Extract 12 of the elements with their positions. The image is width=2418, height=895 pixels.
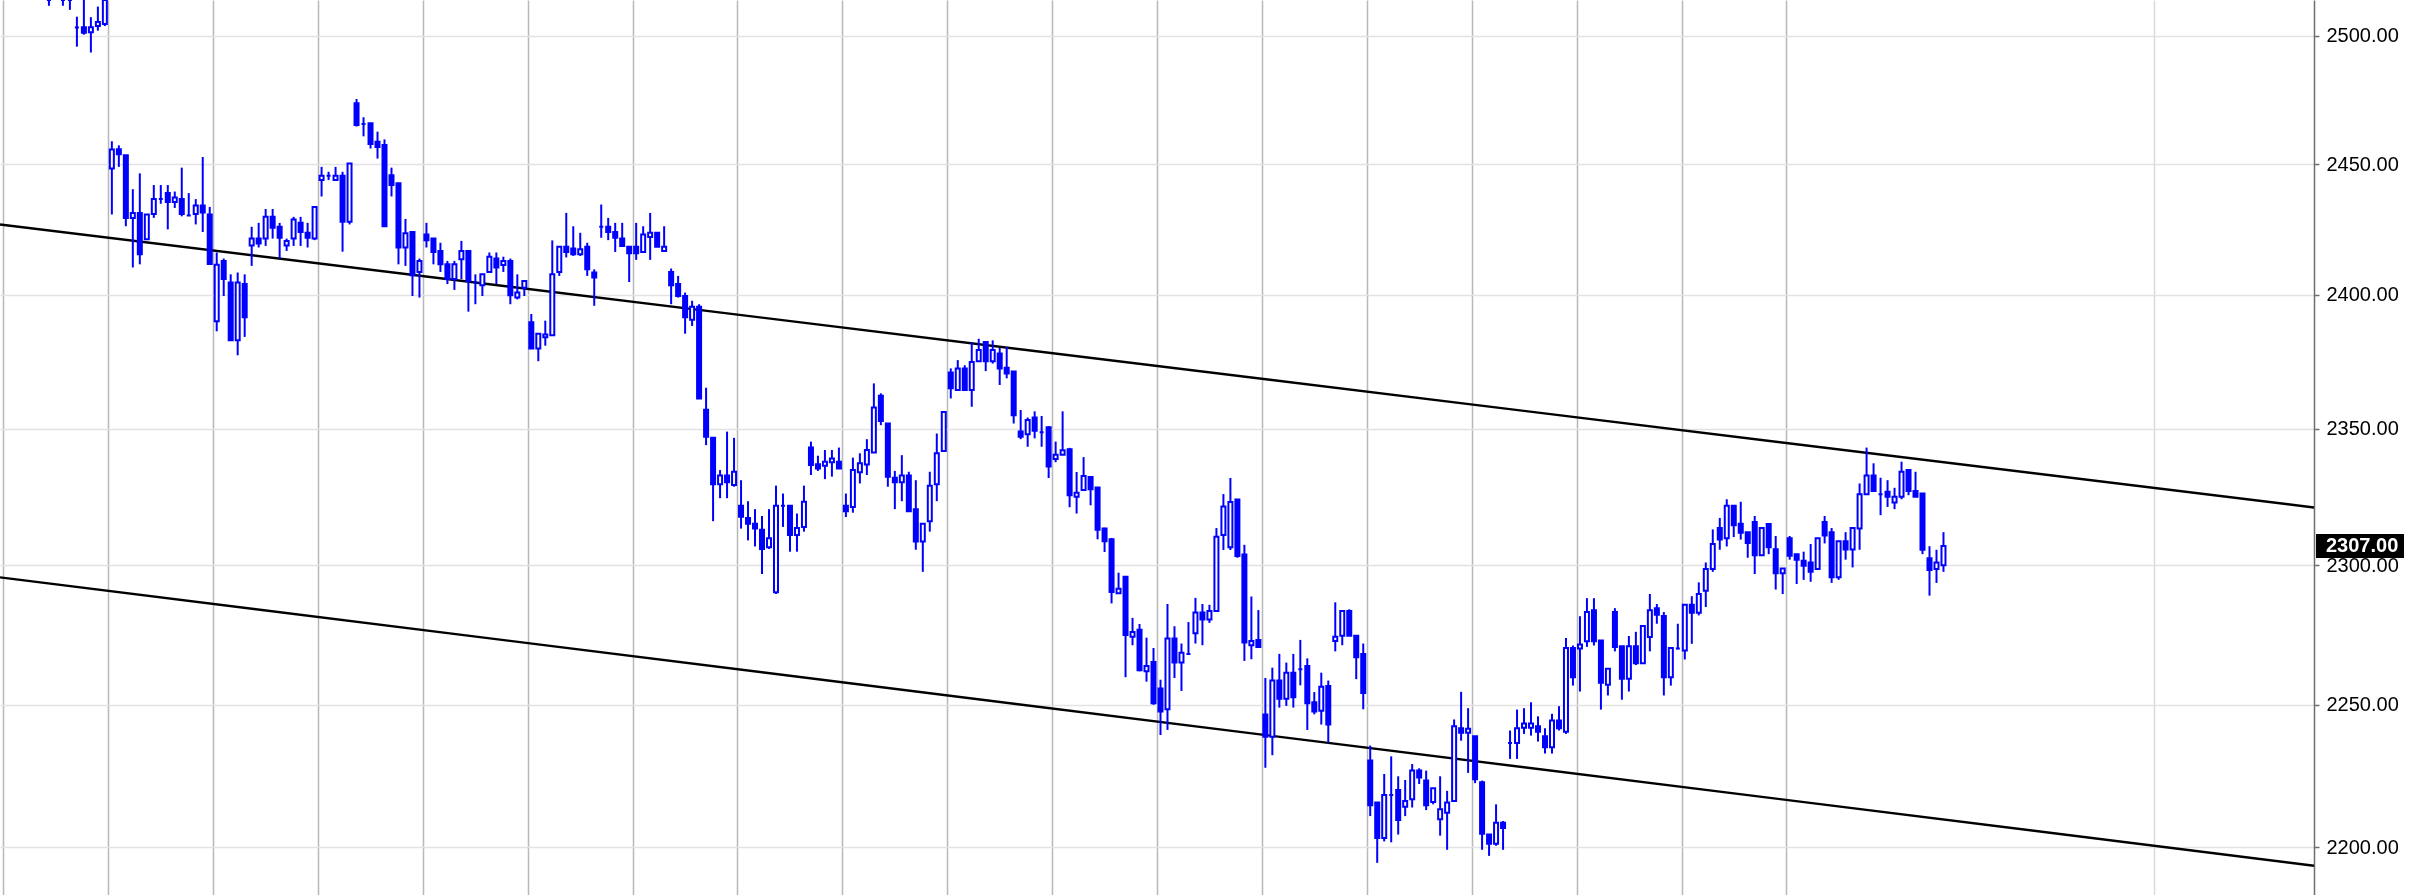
- candlestick: [353, 98, 360, 128]
- y-tick-label: 2400.00: [2326, 283, 2399, 306]
- candlestick: [318, 165, 325, 198]
- y-tick-label: 2450.00: [2326, 152, 2399, 175]
- y-tick-label: 2200.00: [2326, 835, 2399, 858]
- y-tick-label: 2350.00: [2326, 417, 2399, 440]
- y-tick-label: 2300.00: [2326, 553, 2399, 576]
- candlestick: [479, 273, 486, 297]
- candlestick: [591, 268, 598, 307]
- y-tick-label: 2500.00: [2326, 24, 2399, 47]
- text: 2307.00: [2326, 533, 2399, 556]
- y-tick-label: 2250.00: [2326, 693, 2399, 716]
